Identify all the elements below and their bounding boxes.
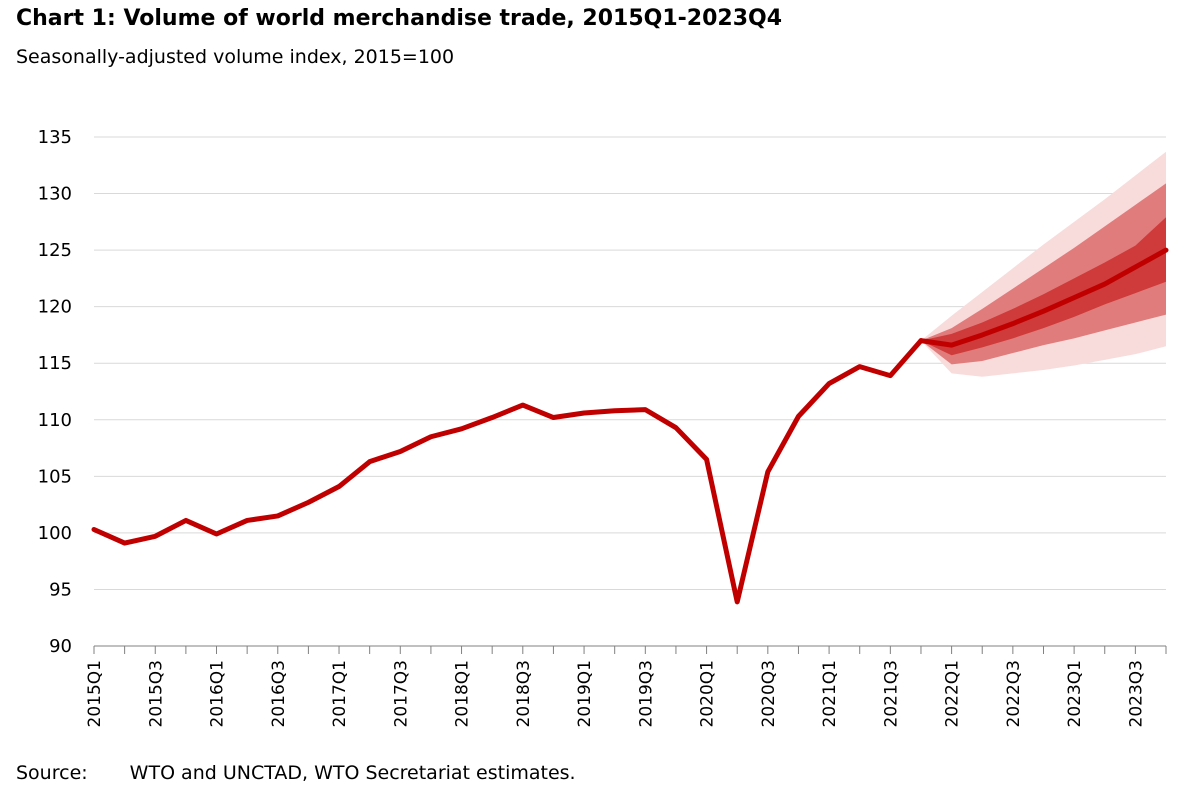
x-tick-label: 2015Q3 (146, 660, 166, 727)
x-tick-label: 2022Q3 (1004, 660, 1024, 727)
series-lines (91, 247, 1169, 605)
y-tick-label: 100 (38, 523, 72, 544)
source-note: Source: WTO and UNCTAD, WTO Secretariat e… (16, 762, 576, 784)
series-line-actual (91, 338, 924, 605)
x-tick-label: 2017Q1 (330, 660, 350, 727)
x-tick-label: 2019Q3 (636, 660, 656, 727)
forecast-band-inner (920, 217, 1166, 356)
x-tick-label: 2017Q3 (391, 660, 411, 727)
y-tick-label: 95 (49, 579, 72, 600)
x-tick-label: 2022Q1 (943, 660, 963, 727)
chart-subtitle: Seasonally-adjusted volume index, 2015=1… (16, 46, 455, 68)
source-label: Source: (16, 762, 88, 784)
y-tick-labels: 90 95 100 105 110 115 120 125 130 135 (38, 127, 72, 657)
y-tick-label: 125 (38, 240, 72, 261)
x-tick-label: 2020Q3 (759, 660, 779, 727)
y-tick-label: 120 (38, 297, 72, 318)
source-text: WTO and UNCTAD, WTO Secretariat estimate… (129, 762, 576, 784)
x-tick-label: 2021Q3 (881, 660, 901, 727)
y-tick-label: 105 (38, 466, 72, 487)
forecast-band-middle (920, 183, 1166, 365)
x-tick-label: 2015Q1 (85, 660, 105, 727)
x-tick-label: 2018Q1 (453, 660, 473, 727)
x-tick-label: 2023Q3 (1126, 660, 1146, 727)
x-tick-labels: 2015Q1 2015Q3 2016Q1 2016Q3 2017Q1 2017Q3 2018… (85, 660, 1146, 727)
x-tick-label: 2021Q1 (820, 660, 840, 727)
y-tick-label: 90 (49, 636, 72, 657)
gridlines (94, 136, 1166, 590)
axes (93, 645, 1167, 654)
x-tick-label: 2016Q1 (208, 660, 228, 727)
x-tick-label: 2016Q3 (269, 660, 289, 727)
y-tick-label: 110 (38, 410, 72, 431)
x-tick-label: 2020Q1 (698, 660, 718, 727)
chart-title: Chart 1: Volume of world merchandise tra… (16, 6, 783, 31)
x-tick-label: 2019Q1 (575, 660, 595, 727)
y-tick-label: 115 (38, 353, 72, 374)
x-tick-label: 2023Q1 (1065, 660, 1085, 727)
series-line-forecast-median (918, 247, 1169, 348)
x-tick-label: 2018Q3 (514, 660, 534, 727)
y-tick-label: 130 (38, 184, 72, 205)
forecast-bands (920, 151, 1166, 377)
y-tick-label: 135 (38, 127, 72, 148)
